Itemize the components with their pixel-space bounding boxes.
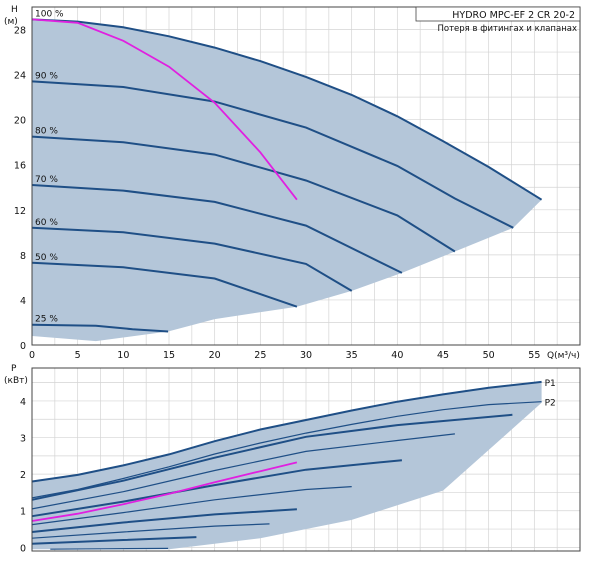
chart-title: HYDRO MPC-EF 2 CR 20-2 bbox=[452, 10, 575, 21]
head-x-tick-label: 10 bbox=[117, 350, 129, 361]
power-y-ticks: 0 1 2 3 4 bbox=[20, 397, 26, 554]
head-x-tick-label: 20 bbox=[209, 350, 221, 361]
head-curve-90pct bbox=[31, 80, 514, 229]
head-curve-label: 100 % bbox=[35, 9, 64, 19]
head-x-tick-label: 45 bbox=[437, 350, 449, 361]
head-x-tick-label: 50 bbox=[483, 350, 495, 361]
head-curve-labels: 100 % 90 % 80 % 70 % 60 % 50 % 25 % bbox=[35, 9, 64, 324]
head-x-tick-label: 0 bbox=[29, 350, 35, 361]
head-y-tick-label: 20 bbox=[14, 116, 26, 127]
system-curve-line bbox=[31, 18, 298, 201]
head-curve-25pct bbox=[31, 323, 169, 333]
head-x-tick-label: 30 bbox=[300, 350, 312, 361]
head-curve-label: 60 % bbox=[35, 218, 58, 228]
head-curve-50pct bbox=[31, 261, 298, 308]
head-curve-label: 70 % bbox=[35, 175, 58, 185]
head-curve-label: 90 % bbox=[35, 71, 58, 81]
head-y-tick-label: 0 bbox=[20, 341, 26, 352]
head-curve-label: 80 % bbox=[35, 127, 58, 137]
head-operating-region bbox=[32, 19, 542, 342]
power-curve bbox=[31, 486, 352, 526]
head-curve-70pct bbox=[31, 184, 403, 274]
head-x-tick-label: 35 bbox=[346, 350, 358, 361]
head-system-curve bbox=[31, 18, 298, 201]
power-curve-label-p2: P2 bbox=[545, 399, 556, 409]
head-x-tick-label: 15 bbox=[163, 350, 175, 361]
head-y-axis-unit: (м) bbox=[4, 17, 18, 27]
title-box bbox=[415, 6, 581, 22]
head-curve-100pct bbox=[31, 18, 543, 201]
head-x-tick-label: 40 bbox=[391, 350, 403, 361]
power-curves bbox=[31, 380, 542, 550]
power-curve bbox=[31, 508, 297, 533]
power-curve bbox=[31, 523, 270, 539]
head-y-tick-label: 28 bbox=[14, 26, 26, 37]
power-system-curve-line bbox=[31, 461, 298, 522]
power-system-curve bbox=[31, 461, 298, 522]
head-y-tick-label: 8 bbox=[20, 251, 26, 262]
power-y-axis-unit: (кВт) bbox=[4, 376, 28, 386]
power-y-axis-label: P bbox=[11, 364, 17, 374]
chart-subtitle: Потеря в фитингах и клапанах bbox=[438, 24, 578, 34]
head-curves bbox=[31, 18, 543, 333]
head-curve-label: 25 % bbox=[35, 315, 58, 325]
power-y-tick-label: 4 bbox=[20, 397, 26, 408]
head-y-axis-label: H bbox=[11, 5, 18, 15]
head-x-tick-label: 25 bbox=[254, 350, 266, 361]
head-y-tick-label: 12 bbox=[14, 206, 26, 217]
power-curve bbox=[50, 547, 169, 550]
power-curve bbox=[31, 536, 197, 545]
power-plot-frame bbox=[31, 367, 581, 552]
head-curve-label: 50 % bbox=[35, 253, 58, 263]
power-y-tick-label: 3 bbox=[20, 434, 26, 445]
power-y-tick-label: 0 bbox=[20, 543, 26, 554]
head-x-axis-label: Q(м³/ч) bbox=[547, 351, 580, 361]
power-y-tick-label: 2 bbox=[20, 470, 26, 481]
head-plot-frame bbox=[31, 6, 581, 346]
head-y-ticks: 0 4 8 12 16 20 24 28 bbox=[14, 26, 26, 352]
head-chart: 0 4 8 12 16 20 24 28 0 5 10 15 20 25 30 35 40 45 50 55 100… bbox=[4, 5, 581, 361]
power-curve-p2 bbox=[31, 401, 542, 499]
head-curve-60pct bbox=[31, 226, 353, 292]
power-curve-p1 bbox=[31, 380, 542, 483]
head-y-tick-label: 4 bbox=[20, 296, 26, 307]
power-curve bbox=[31, 459, 402, 518]
power-curve-labels: P1 P2 bbox=[545, 379, 556, 409]
head-curve-80pct bbox=[31, 135, 456, 253]
power-y-tick-label: 1 bbox=[20, 507, 26, 518]
head-x-tick-label: 55 bbox=[528, 350, 540, 361]
head-region-area bbox=[32, 19, 542, 342]
power-chart: 0 1 2 3 4 P1 P2 P (кВт) bbox=[4, 364, 581, 554]
power-curve bbox=[31, 433, 455, 510]
head-y-tick-label: 24 bbox=[14, 71, 26, 82]
head-x-tick-label: 5 bbox=[75, 350, 81, 361]
power-curve-label-p1: P1 bbox=[545, 379, 556, 389]
head-y-tick-label: 16 bbox=[14, 161, 26, 172]
head-x-ticks: 0 5 10 15 20 25 30 35 40 45 50 55 bbox=[29, 350, 540, 361]
power-curve bbox=[31, 413, 513, 501]
